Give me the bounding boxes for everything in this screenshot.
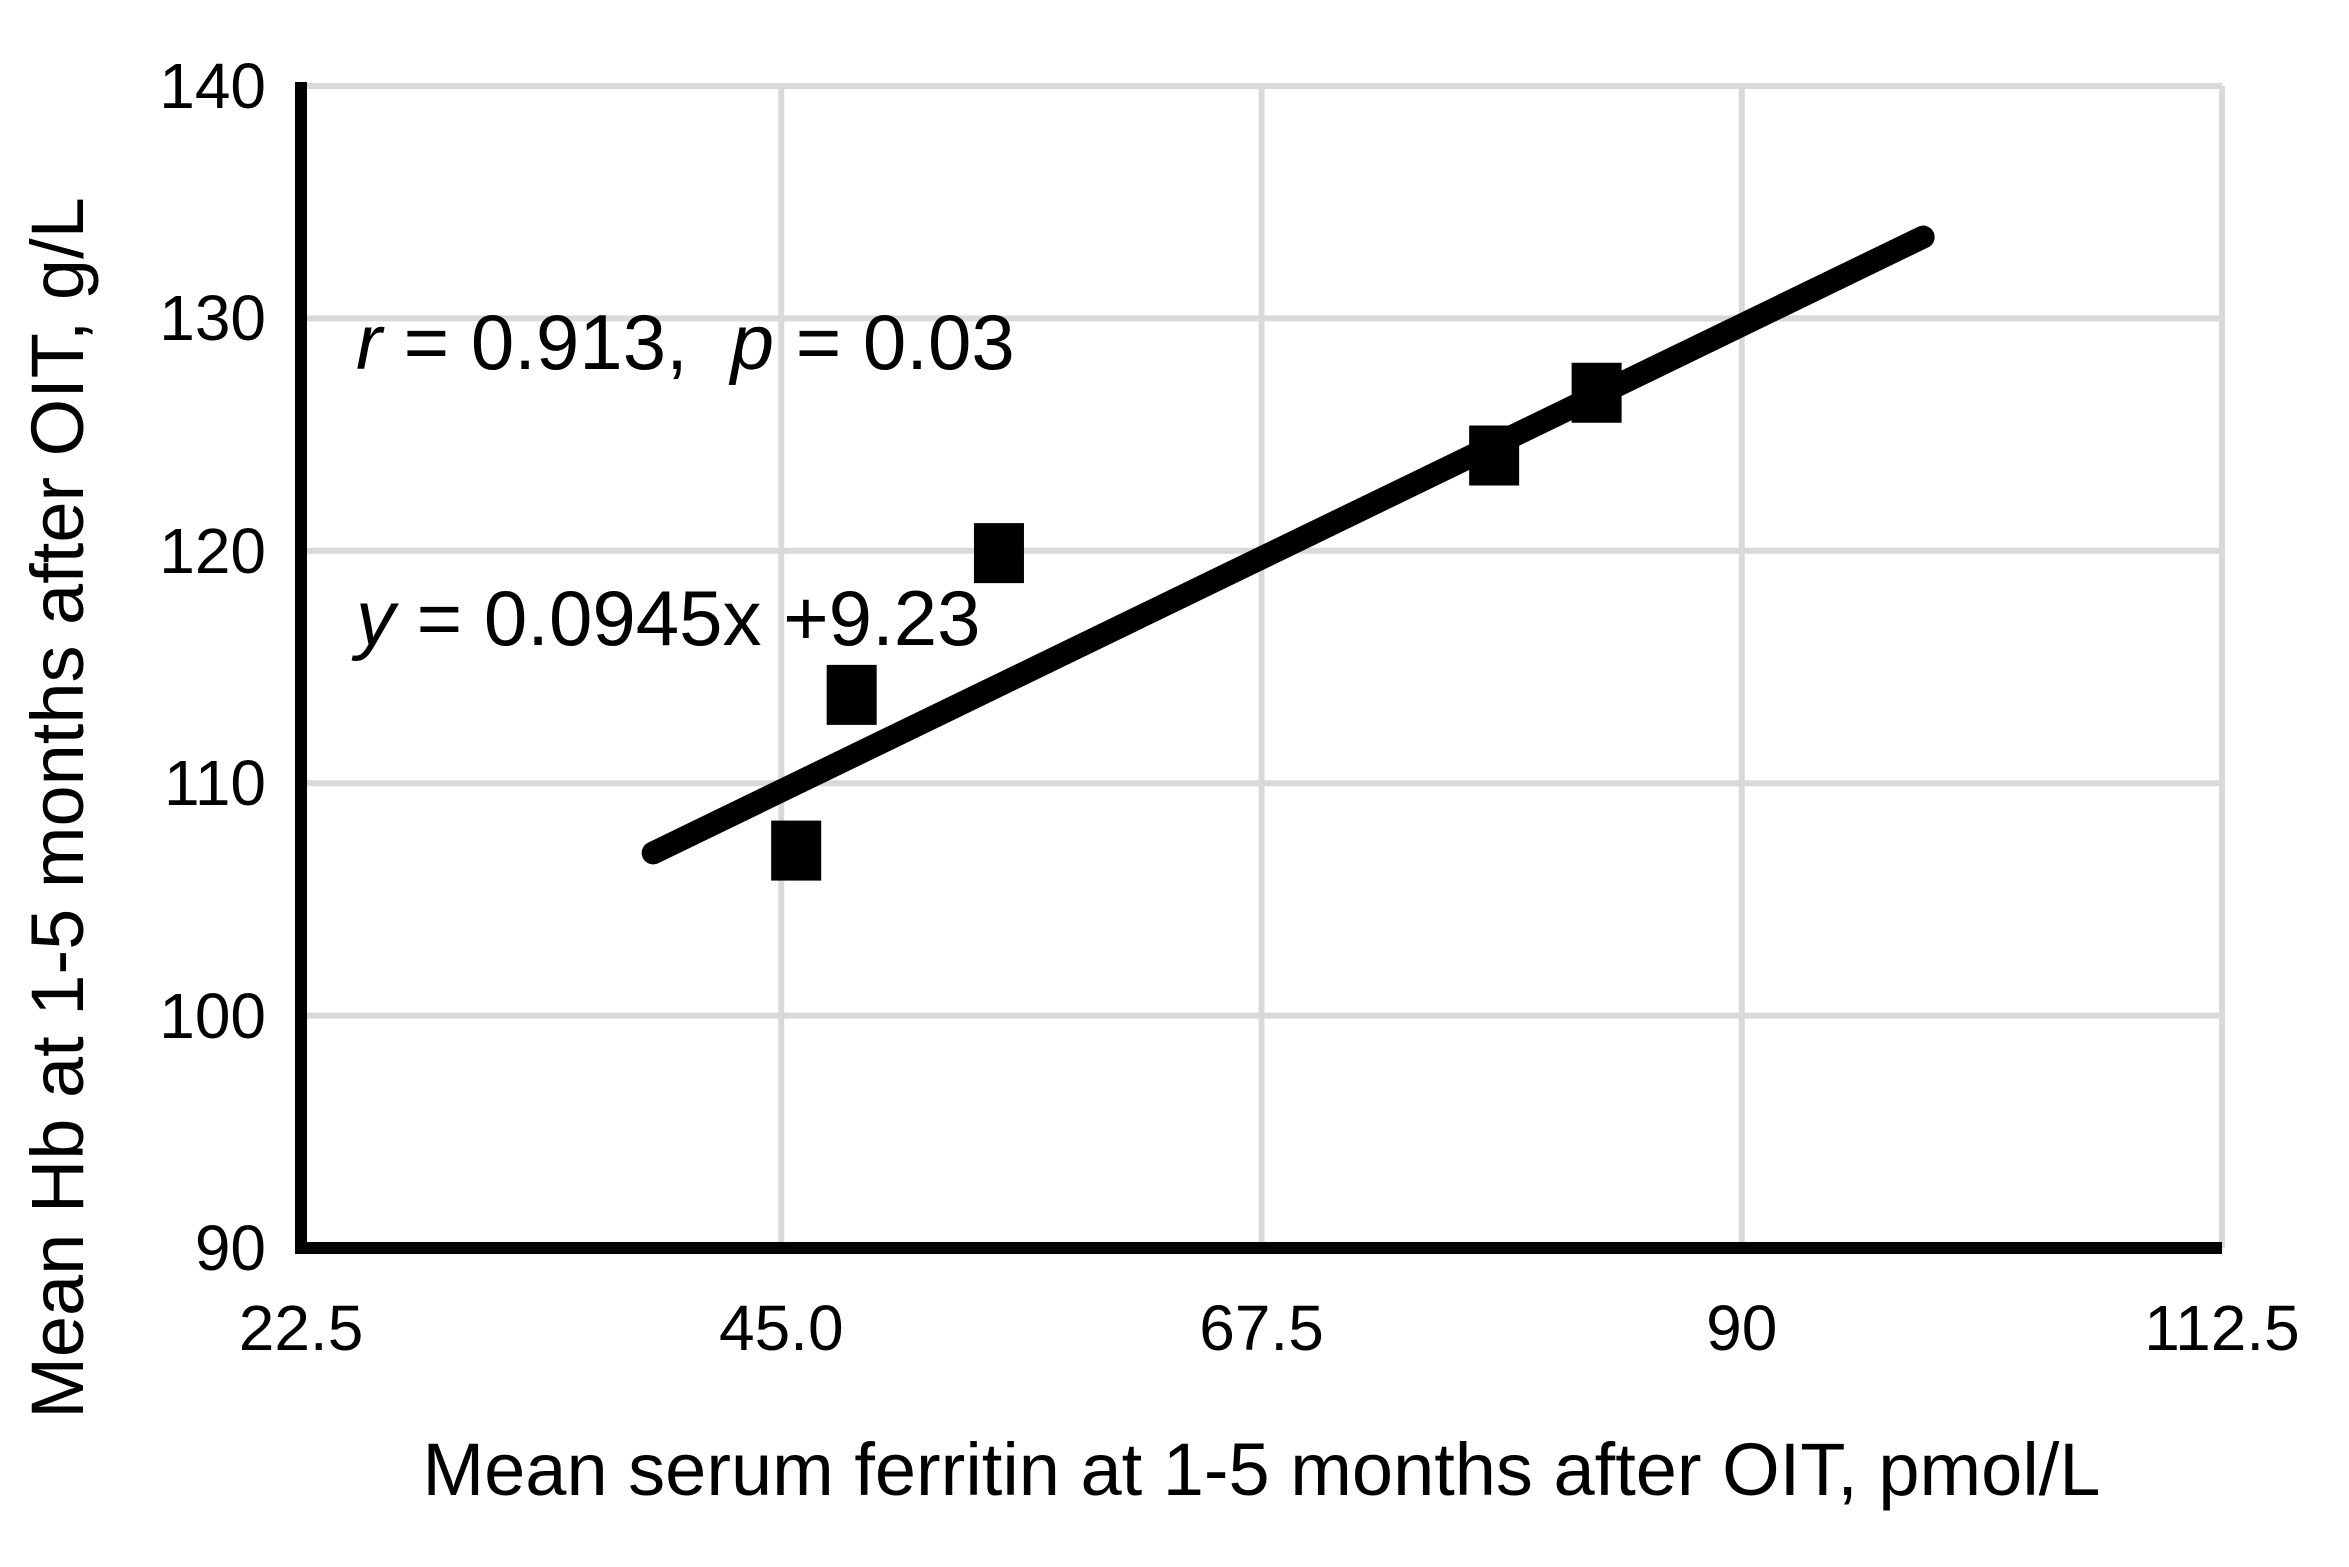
y-tick-label: 130 xyxy=(159,282,266,355)
p-value: = 0.03 xyxy=(774,298,1015,386)
trend-line xyxy=(641,225,1935,865)
y-tick-label: 110 xyxy=(163,747,266,820)
data-point xyxy=(826,664,877,725)
y-axis-title: Mean Hb at 1-5 months after OIT, g/L xyxy=(16,197,99,1419)
y-tick-label: 140 xyxy=(159,50,266,122)
p-variable: p xyxy=(730,298,775,386)
data-point xyxy=(771,820,822,881)
data-point xyxy=(973,523,1024,584)
annotation-line-equation: y = 0.0945x +9.23 xyxy=(356,572,1015,664)
x-tick-label: 90 xyxy=(1706,1292,1778,1364)
y-tick-label: 90 xyxy=(194,1212,266,1284)
y-variable: y xyxy=(356,574,395,662)
r-variable: r xyxy=(356,298,382,386)
x-tick-label: 112.5 xyxy=(2144,1292,2300,1364)
x-tick-label: 45.0 xyxy=(718,1292,844,1364)
stats-annotation: r = 0.913, p = 0.03 y = 0.0945x +9.23 xyxy=(356,112,1015,848)
data-point xyxy=(1469,425,1520,486)
data-point xyxy=(1571,362,1622,423)
x-tick-label: 67.5 xyxy=(1199,1292,1324,1364)
x-tick-label: 22.5 xyxy=(238,1292,364,1364)
x-axis-title: Mean serum ferritin at 1-5 months after … xyxy=(422,1428,2101,1511)
y-tick-label: 100 xyxy=(159,979,266,1052)
annotation-line-correlation: r = 0.913, p = 0.03 xyxy=(356,296,1015,388)
r-value: = 0.913, xyxy=(381,298,688,386)
y-tick-label: 120 xyxy=(159,514,266,587)
equation-value: = 0.0945x +9.23 xyxy=(395,574,981,662)
